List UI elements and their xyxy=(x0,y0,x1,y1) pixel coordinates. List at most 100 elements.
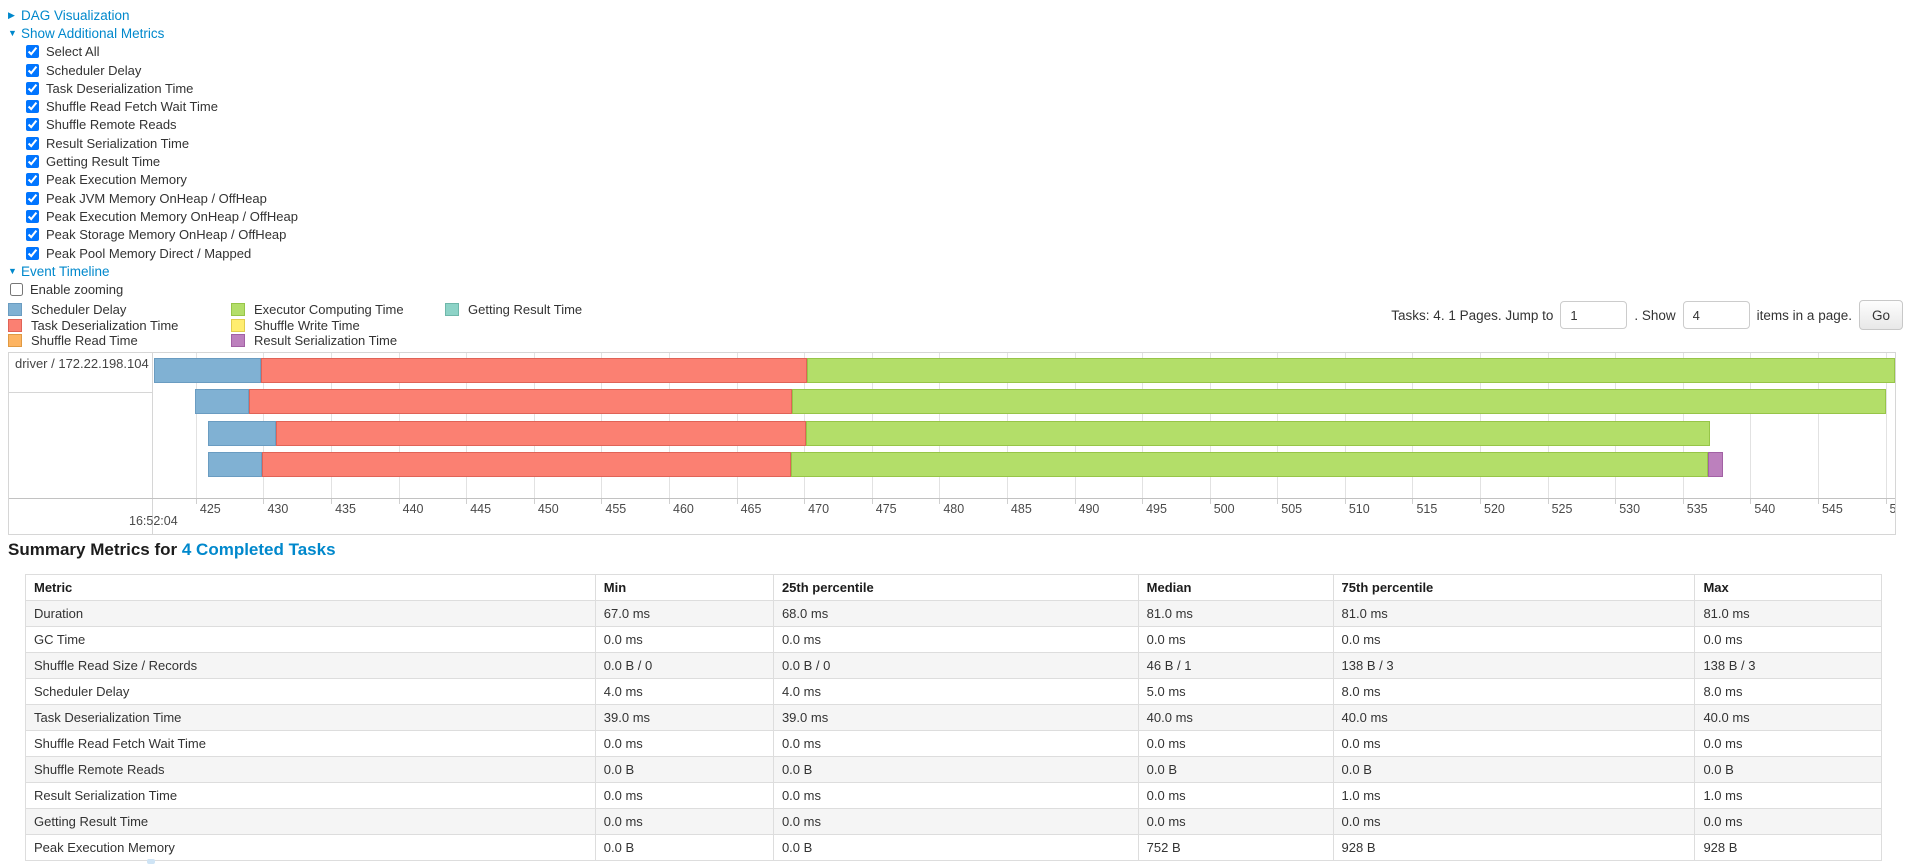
metric-name-cell: Getting Result Time xyxy=(25,808,596,835)
summary-row: Scheduler Delay 4.0 ms 4.0 ms 5.0 ms 8.0 ms 8… xyxy=(25,678,1882,705)
metric-checkbox-row: Peak Pool Memory Direct / Mapped xyxy=(26,244,298,262)
enable-zooming-checkbox[interactable] xyxy=(10,283,23,297)
metric-value-cell: 0.0 ms xyxy=(1138,782,1334,809)
metric-name-cell: Duration xyxy=(25,600,596,627)
summary-row: Task Deserialization Time 39.0 ms 39.0 ms 4… xyxy=(25,704,1882,731)
metric-value-cell: 81.0 ms xyxy=(1333,600,1696,627)
metric-value-cell: 0.0 B xyxy=(773,834,1139,861)
enable-zooming-label: Enable zooming xyxy=(30,282,124,298)
task-3-segment-executor_computing[interactable] xyxy=(805,420,1710,446)
metric-checkbox-row: Shuffle Remote Reads xyxy=(26,116,298,134)
metric-value-cell: 39.0 ms xyxy=(595,704,774,731)
timeline-tick-label: 540 xyxy=(1754,502,1776,516)
timeline-tick-mark xyxy=(804,499,806,504)
timeline-tick-mark xyxy=(1547,499,1549,504)
timeline-gridline xyxy=(1885,353,1887,498)
legend-column: Executor Computing Time Shuffle Write Tim… xyxy=(231,302,419,349)
event-timeline-chart: driver / 172.22.198.104 425 430 435 440 445 4… xyxy=(8,352,1896,535)
metric-value-cell: 8.0 ms xyxy=(1333,678,1696,705)
metric-checkbox[interactable] xyxy=(26,191,39,205)
metric-value-cell: 0.0 ms xyxy=(773,730,1139,757)
legend-label: Scheduler Delay xyxy=(31,302,127,318)
items-per-page-input[interactable] xyxy=(1682,301,1750,329)
go-button[interactable]: Go xyxy=(1858,300,1903,330)
dag-visualization-link[interactable]: DAG Visualization xyxy=(21,7,130,23)
metric-value-cell: 0.0 ms xyxy=(595,730,774,757)
metric-value-cell: 0.0 ms xyxy=(1694,626,1882,653)
event-timeline-toggle[interactable]: ▼ Event Timeline xyxy=(8,262,298,280)
completed-tasks-link[interactable]: 4 Completed Tasks xyxy=(181,540,336,559)
task-4-segment-scheduler_delay[interactable] xyxy=(208,451,263,477)
task-1-segment-scheduler_delay[interactable] xyxy=(154,358,261,383)
metric-value-cell: 0.0 ms xyxy=(1333,626,1696,653)
metric-checkbox[interactable] xyxy=(26,155,39,169)
stage-page-controls: ▶ DAG Visualization ▼ Show Additional Me… xyxy=(8,6,298,299)
task-2-segment-scheduler_delay[interactable] xyxy=(194,389,249,415)
metric-checkbox[interactable] xyxy=(26,81,39,95)
legend-label: Result Serialization Time xyxy=(254,333,398,349)
summary-row: Peak Execution Memory 0.0 B 0.0 B 752 B 928 … xyxy=(25,834,1882,861)
show-additional-metrics-link[interactable]: Show Additional Metrics xyxy=(21,25,165,41)
task-2-segment-executor_computing[interactable] xyxy=(792,389,1886,415)
task-4-segment-result_serialization[interactable] xyxy=(1708,451,1724,477)
task-1-segment-task_deserialization[interactable] xyxy=(260,358,807,383)
task-3-segment-scheduler_delay[interactable] xyxy=(208,420,276,446)
task-1-segment-executor_computing[interactable] xyxy=(806,358,1895,383)
timeline-tick-mark xyxy=(1750,499,1752,504)
timeline-tick-label: 525 xyxy=(1551,502,1573,516)
dag-visualization-toggle[interactable]: ▶ DAG Visualization xyxy=(8,6,298,24)
metric-checkbox[interactable] xyxy=(26,173,39,187)
metric-value-cell: 0.0 ms xyxy=(595,782,774,809)
metric-checkbox-label: Peak Pool Memory Direct / Mapped xyxy=(46,245,252,261)
metric-checkbox-label: Peak JVM Memory OnHeap / OffHeap xyxy=(46,190,267,206)
metric-value-cell: 0.0 B xyxy=(773,756,1139,783)
jump-to-page-input[interactable] xyxy=(1560,301,1628,329)
metric-checkbox[interactable] xyxy=(26,209,39,223)
legend-swatch-shuffle_read xyxy=(8,334,22,348)
task-3-segment-task_deserialization[interactable] xyxy=(275,420,806,446)
task-4-segment-executor_computing[interactable] xyxy=(790,451,1709,477)
metric-checkbox-label: Shuffle Read Fetch Wait Time xyxy=(46,99,218,115)
summary-title-prefix: Summary Metrics for xyxy=(8,540,178,559)
pagination-show-text: . Show xyxy=(1634,307,1676,323)
enable-zooming-row: Enable zooming xyxy=(10,280,298,298)
caret-right-icon: ▶ xyxy=(8,9,15,20)
timeline-gridline xyxy=(1817,353,1819,498)
timeline-tick-mark xyxy=(1480,499,1482,504)
event-timeline-link[interactable]: Event Timeline xyxy=(21,263,110,279)
summary-row: Shuffle Read Size / Records 0.0 B / 0 0.0 … xyxy=(25,652,1882,679)
metric-name-cell: GC Time xyxy=(25,626,596,653)
metric-checkbox[interactable] xyxy=(26,118,39,132)
summary-metrics-table: Metric Min 25th percentile Median 75th perce… xyxy=(25,574,1882,861)
metric-value-cell: 68.0 ms xyxy=(773,600,1139,627)
metric-value-cell: 40.0 ms xyxy=(1333,704,1696,731)
summary-row: Duration 67.0 ms 68.0 ms 81.0 ms 81.0 ms 81.0… xyxy=(25,600,1882,627)
timeline-tick-label: 475 xyxy=(875,502,897,516)
metric-checkbox[interactable] xyxy=(26,136,39,150)
legend-label: Getting Result Time xyxy=(468,302,583,318)
metric-checkbox[interactable] xyxy=(26,45,39,59)
timeline-tick-label: 550 xyxy=(1890,502,1895,516)
metric-checkbox[interactable] xyxy=(26,228,39,242)
show-additional-metrics-toggle[interactable]: ▼ Show Additional Metrics xyxy=(8,24,298,42)
timeline-tick-label: 430 xyxy=(267,502,289,516)
metric-checkbox[interactable] xyxy=(26,246,39,260)
metric-value-cell: 0.0 ms xyxy=(773,626,1139,653)
metric-value-cell: 46 B / 1 xyxy=(1138,652,1334,679)
metric-checkbox-row: Task Deserialization Time xyxy=(26,79,298,97)
pagination-tasks-text: Tasks: 4. 1 Pages. Jump to xyxy=(1391,307,1554,323)
timeline-tick-mark xyxy=(1817,499,1819,504)
task-2-segment-task_deserialization[interactable] xyxy=(248,389,792,415)
metric-checkbox[interactable] xyxy=(26,100,39,114)
metric-checkbox-row: Shuffle Read Fetch Wait Time xyxy=(26,97,298,115)
metric-checkbox-label: Select All xyxy=(46,44,100,60)
timeline-tick-mark xyxy=(398,499,400,504)
timeline-tick-label: 515 xyxy=(1416,502,1438,516)
metric-value-cell: 0.0 ms xyxy=(595,808,774,835)
timeline-tick-label: 440 xyxy=(402,502,424,516)
summary-row: Getting Result Time 0.0 ms 0.0 ms 0.0 ms 0.0… xyxy=(25,808,1882,835)
metric-value-cell: 0.0 B xyxy=(1138,756,1334,783)
timeline-tick-mark xyxy=(871,499,873,504)
task-4-segment-task_deserialization[interactable] xyxy=(262,451,791,477)
metric-checkbox[interactable] xyxy=(26,63,39,77)
